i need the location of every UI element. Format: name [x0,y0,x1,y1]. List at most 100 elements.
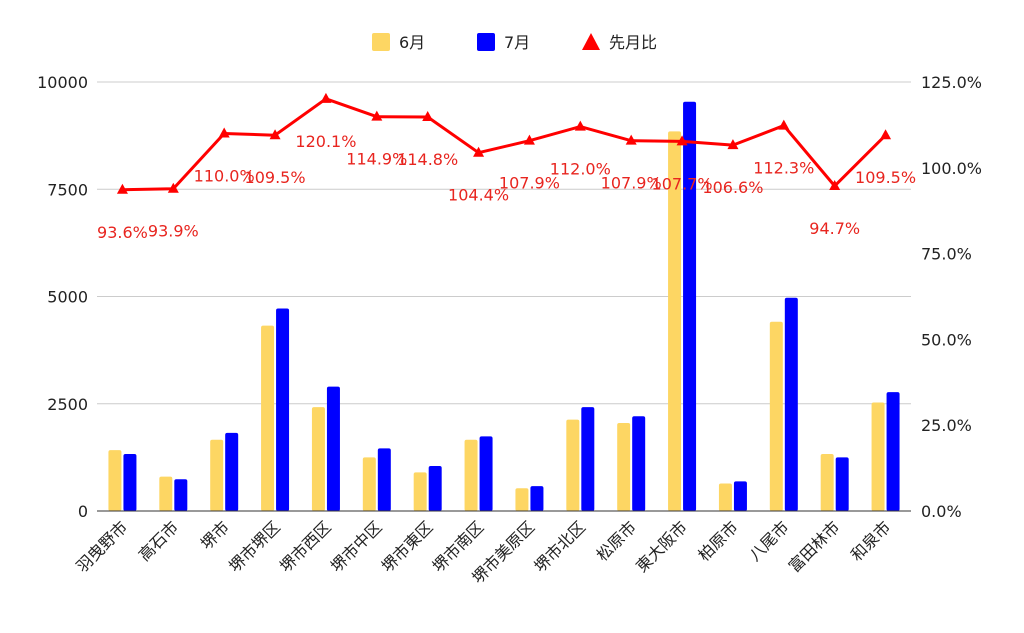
ratio-data-label: 114.8% [397,150,458,169]
ratio-point [880,129,892,140]
ratio-data-label: 112.0% [550,160,611,179]
y-right-tick-label: 50.0% [921,330,972,349]
bar-june [566,419,580,511]
bar-july [683,101,697,511]
y-right-tick-label: 125.0% [921,73,982,92]
category-label: 堺市西区 [276,517,335,576]
ratio-data-label: 94.7% [809,219,860,238]
bar-june [871,402,885,511]
legend-swatch [582,33,600,50]
ratio-point [727,139,739,150]
legend: 6月 7月 先月比 [372,33,657,52]
y-right-tick-label: 100.0% [921,159,982,178]
bar-june [362,457,376,511]
category-label: 高石市 [135,517,182,564]
bar-june [617,423,631,511]
legend-label: 6月 [399,33,425,52]
ratio-point [371,110,383,121]
category-label: 松原市 [593,517,640,564]
bar-july [479,436,493,511]
bar-july [530,486,544,511]
ratio-data-label: 107.9% [499,174,560,193]
ratio-data-label: 109.5% [245,168,306,187]
ratio-point [523,134,535,145]
bar-july [326,386,340,511]
bars [108,101,900,511]
data-labels: 93.6% 93.9%110.0%109.5%120.1%114.9%114.8%… [97,132,916,242]
bar-june [464,439,478,511]
bar-july [886,392,900,511]
ratio-point [269,129,281,140]
bar-july [174,479,188,511]
ratio-data-label: 120.1% [295,132,356,151]
ratio-point [116,183,128,194]
category-label: 堺市中区 [327,517,386,576]
bar-june [210,439,224,511]
ratio-point [778,119,790,130]
category-label: 東大阪市 [632,517,691,576]
ratio-data-label: 110.0% [194,166,255,185]
y-left-tick-label: 5000 [47,288,88,307]
category-label: 柏原市 [694,517,741,564]
ratio-data-label: 109.5% [855,168,916,187]
bar-july [276,308,290,511]
ratio-data-label: 93.6% [97,223,148,242]
y-left-tick-label: 10000 [37,73,88,92]
ratio-point [574,120,586,131]
ratio-data-label: 107.9% [601,174,662,193]
legend-swatch [372,33,390,51]
bar-june [769,321,783,511]
bar-july [225,432,239,511]
ratio-data-label: 104.4% [448,186,509,205]
bar-june [413,472,427,511]
y-right-tick-label: 25.0% [921,416,972,435]
bar-july [632,416,646,511]
y-right-tick-label: 75.0% [921,245,972,264]
bar-july [428,465,442,511]
category-label: 和泉市 [847,517,894,564]
category-label: 羽曳野市 [73,517,132,576]
category-label: 富田林市 [785,517,844,576]
ratio-polyline [122,97,887,192]
bar-june [668,131,682,511]
bar-july [784,297,798,511]
category-label: 堺市東区 [378,517,437,576]
ratio-point [320,92,332,103]
ratio-point [473,146,485,157]
category-label: 堺市 [197,517,233,553]
ratio-point [218,127,230,138]
ratio-data-label: 106.6% [702,178,763,197]
y-right-tick-label: 0.0% [921,502,962,521]
legend-swatch [477,33,495,51]
ratio-point [676,135,688,146]
ratio-data-label: 93.9% [148,222,199,241]
bar-july [123,453,137,511]
bar-june [311,407,325,511]
bar-june [718,483,732,511]
ratio-data-label: 112.3% [753,159,814,178]
bar-june [159,476,173,511]
ratio-point [167,182,179,193]
ratio-data-label: 114.9% [346,150,407,169]
y-left-tick-label: 7500 [47,180,88,199]
bar-july [377,448,391,511]
ratio-point [625,134,637,145]
bar-july [733,481,747,511]
bar-june [108,450,122,511]
category-label: 八尾市 [745,517,792,564]
category-label: 堺市北区 [530,517,589,576]
legend-label: 7月 [504,33,530,52]
bar-june [261,325,275,511]
y-left-tick-label: 2500 [47,395,88,414]
ratio-data-label: 107.7% [652,174,713,193]
bar-june [515,488,529,511]
legend-label: 先月比 [609,33,657,52]
category-label: 堺市堺区 [225,517,284,576]
bar-july [581,407,595,511]
bar-july [835,457,849,511]
bar-june [820,453,834,511]
y-left-tick-label: 0 [78,502,88,521]
ratio-point [422,111,434,122]
ratio-line [116,92,892,194]
